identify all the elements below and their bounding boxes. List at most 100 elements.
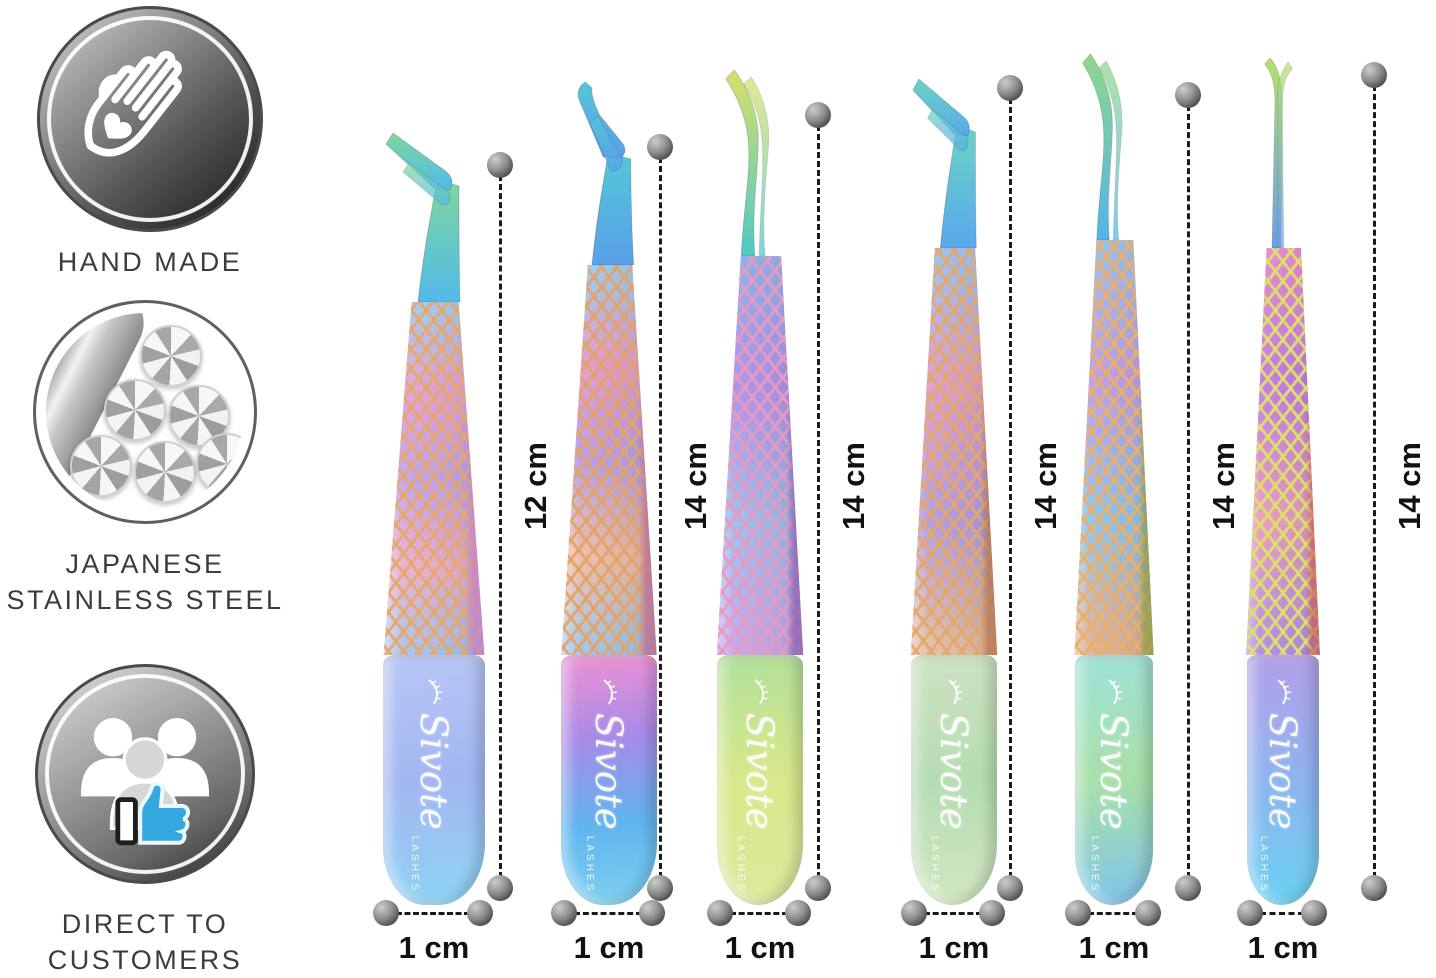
width-measure-line (396, 912, 470, 915)
length-label: 14 cm (1028, 442, 1063, 530)
length-label: 14 cm (836, 442, 871, 530)
width-label: 1 cm (1078, 930, 1150, 965)
measure-dot-left (901, 900, 927, 926)
tweezer-tip-curve (1082, 53, 1123, 240)
steel-rods-icon (33, 300, 257, 524)
steel-rod (168, 385, 230, 447)
badge-label-line: CUSTOMERS (47, 945, 243, 975)
measure-dot-top (805, 102, 831, 128)
width-measure-line (1260, 912, 1304, 915)
steel-rod (70, 435, 132, 497)
measure-dot-left (1237, 900, 1263, 926)
badge-label-direct-to-customers: DIRECT TO CUSTOMERS (0, 906, 300, 978)
brand-subtitle: LASHES (1089, 835, 1100, 894)
tweezer-6: Sivote LASHES (1242, 58, 1324, 905)
width-measure-line (1088, 912, 1138, 915)
customers-thumbs-up-icon-art (38, 667, 252, 881)
steel-rod (196, 433, 244, 495)
length-label: 14 cm (678, 442, 713, 530)
tweezer-blade (910, 248, 998, 655)
brand-subtitle: LASHES (584, 835, 595, 894)
width-label: 1 cm (573, 930, 645, 965)
brand-subtitle: LASHES (1258, 835, 1269, 894)
width-label: 1 cm (724, 930, 796, 965)
tweezer-blade (383, 302, 485, 655)
brand-subtitle: LASHES (929, 835, 940, 894)
tweezer-tip-angle90 (912, 78, 977, 248)
measure-dot-right (979, 900, 1005, 926)
tweezer-4: Sivote LASHES (906, 58, 1002, 905)
tweezer-handle: Sivote LASHES (1075, 655, 1153, 905)
tweezer-handle: Sivote LASHES (1247, 655, 1319, 905)
tweezer-blade (1074, 240, 1154, 655)
measure-dot-bottom (1175, 875, 1201, 901)
measure-dot-right (1135, 900, 1161, 926)
steel-rod (104, 379, 166, 441)
steel-rod (134, 441, 196, 503)
eyelash-icon (603, 678, 618, 705)
measure-dot-bottom (487, 875, 513, 901)
brand-logo: Sivote LASHES (399, 675, 469, 895)
hand-heart-icon (37, 6, 263, 232)
eyelash-icon (754, 678, 769, 705)
badge-label-line: STAINLESS STEEL (6, 585, 284, 615)
brand-subtitle: LASHES (409, 835, 420, 894)
length-measure-line (817, 125, 820, 878)
tweezer-handle: Sivote LASHES (911, 655, 997, 905)
width-label: 1 cm (398, 930, 470, 965)
measure-dot-top (1175, 82, 1201, 108)
measure-dot-right (1301, 900, 1327, 926)
tweezer-handle: Sivote LASHES (383, 655, 485, 905)
measure-dot-right (639, 900, 665, 926)
brand-name: Sivote (1261, 712, 1305, 830)
brand-name: Sivote (932, 712, 976, 830)
brand-name: Sivote (412, 712, 456, 830)
brand-logo: Sivote LASHES (725, 675, 795, 895)
width-measure-line (924, 912, 982, 915)
badge-label-hand-made: HAND MADE (57, 247, 243, 277)
brand-name: Sivote (1092, 712, 1136, 830)
brand-name: Sivote (587, 712, 631, 830)
tweezer-2: Sivote LASHES (556, 75, 662, 905)
measure-dot-top (487, 152, 513, 178)
tweezer-3: Sivote LASHES (712, 66, 808, 905)
eyelash-icon (428, 678, 443, 705)
customers-thumbs-up-icon (35, 664, 255, 884)
tweezer-tip-angle45 (577, 81, 635, 265)
length-label: 14 cm (1206, 442, 1241, 530)
brand-name: Sivote (738, 712, 782, 830)
hand-heart-icon-art (40, 9, 260, 229)
tweezer-5: Sivote LASHES (1070, 50, 1158, 905)
tweezer-handle: Sivote LASHES (561, 655, 657, 905)
tweezer-handle: Sivote LASHES (717, 655, 803, 905)
measure-dot-top (997, 75, 1023, 101)
length-measure-line (499, 175, 502, 878)
tweezer-tip-curve (725, 69, 770, 256)
steel-rods-icon-art (46, 313, 244, 511)
measure-dot-top (647, 134, 673, 160)
measure-dot-left (707, 900, 733, 926)
brand-logo: Sivote LASHES (1079, 675, 1149, 895)
measure-dot-top (1361, 62, 1387, 88)
tweezer-1: Sivote LASHES (378, 112, 490, 905)
width-measure-line (730, 912, 788, 915)
length-measure-line (1009, 98, 1012, 878)
tweezer-tip-slim (1264, 58, 1294, 248)
measure-dot-right (467, 900, 493, 926)
measure-dot-bottom (997, 875, 1023, 901)
badge-label-line: DIRECT TO (61, 909, 229, 939)
tweezer-tip-angle90 (385, 132, 461, 302)
width-label: 1 cm (918, 930, 990, 965)
tweezer-blade (1246, 248, 1320, 655)
tweezer-blade (561, 265, 657, 655)
eyelash-icon (1108, 678, 1123, 705)
measure-dot-bottom (1361, 875, 1387, 901)
measure-dot-bottom (647, 875, 673, 901)
brand-logo: Sivote LASHES (1248, 675, 1318, 895)
length-label: 12 cm (518, 442, 553, 530)
measure-dot-left (1065, 900, 1091, 926)
length-measure-line (1187, 105, 1190, 878)
eyelash-icon (948, 678, 963, 705)
measure-dot-left (373, 900, 399, 926)
